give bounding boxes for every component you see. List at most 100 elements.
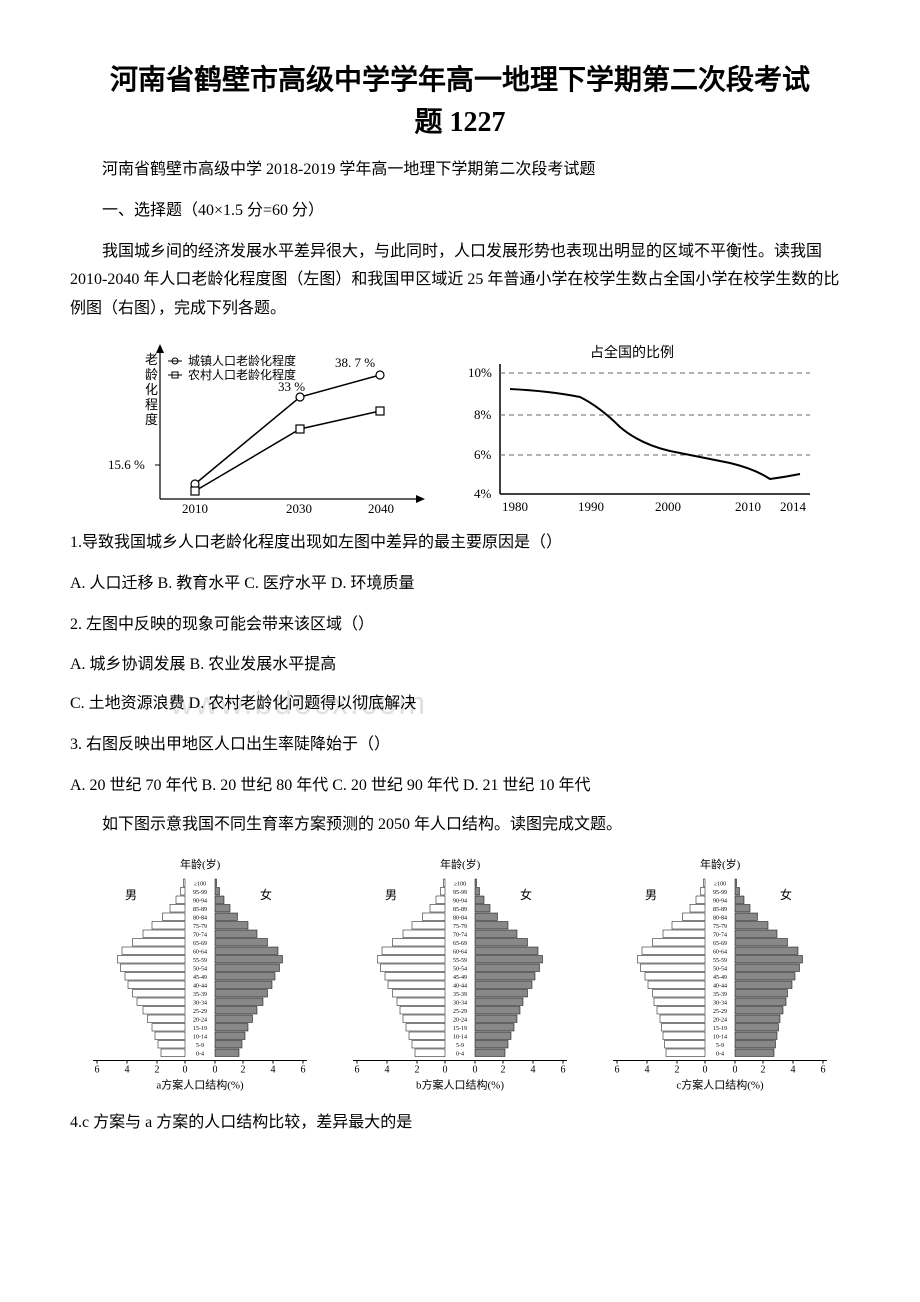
svg-text:35-39: 35-39 <box>713 992 727 998</box>
svg-text:a方案人口结构(%): a方案人口结构(%) <box>156 1078 244 1092</box>
chart2-title: 占全国的比例 <box>590 344 674 361</box>
xtick-2040: 2040 <box>368 501 394 514</box>
svg-text:40-44: 40-44 <box>193 984 207 990</box>
svg-text:2: 2 <box>155 1065 160 1076</box>
label-33: 33 % <box>278 379 305 394</box>
svg-text:85-89: 85-89 <box>453 907 467 913</box>
xtick-2010: 2010 <box>735 499 761 514</box>
svg-text:95-99: 95-99 <box>193 890 207 896</box>
pyramid-b: 年龄(岁)男女≥10095-9990-9485-8980-8475-7970-7… <box>335 854 585 1094</box>
svg-text:0: 0 <box>213 1065 218 1076</box>
svg-text:5-9: 5-9 <box>196 1043 204 1049</box>
svg-text:90-94: 90-94 <box>713 899 727 905</box>
svg-text:10-14: 10-14 <box>713 1035 727 1041</box>
svg-text:5-9: 5-9 <box>456 1043 464 1049</box>
legend-city: 城镇人口老龄化程度 <box>188 353 296 368</box>
svg-text:15-19: 15-19 <box>453 1026 467 1032</box>
svg-text:4: 4 <box>271 1065 276 1076</box>
svg-text:程: 程 <box>145 397 158 412</box>
svg-text:4: 4 <box>531 1065 536 1076</box>
label-387: 38. 7 % <box>335 355 375 370</box>
svg-text:45-49: 45-49 <box>453 975 467 981</box>
svg-text:10-14: 10-14 <box>193 1035 207 1041</box>
svg-text:60-64: 60-64 <box>713 950 727 956</box>
pyramid-intro: 如下图示意我国不同生育率方案预测的 2050 年人口结构。读图完成文题。 <box>70 811 850 840</box>
question-4: 4.c 方案与 a 方案的人口结构比较，差异最大的是 <box>70 1109 850 1138</box>
svg-text:女: 女 <box>520 887 532 902</box>
question-2-options-b: C. 土地资源浪费 D. 农村老龄化问题得以彻底解决 <box>70 690 850 719</box>
svg-text:45-49: 45-49 <box>713 975 727 981</box>
pyramid-c: 年龄(岁)男女≥10095-9990-9485-8980-8475-7970-7… <box>595 854 845 1094</box>
svg-text:0-4: 0-4 <box>196 1052 204 1058</box>
svg-text:95-99: 95-99 <box>713 890 727 896</box>
svg-text:15-19: 15-19 <box>713 1026 727 1032</box>
chart1-ylabel: 老 <box>145 352 158 367</box>
svg-text:50-54: 50-54 <box>453 967 467 973</box>
svg-text:6: 6 <box>561 1065 566 1076</box>
svg-text:95-99: 95-99 <box>453 890 467 896</box>
svg-text:c方案人口结构(%): c方案人口结构(%) <box>676 1078 764 1092</box>
svg-text:4: 4 <box>125 1065 130 1076</box>
question-3-options: A. 20 世纪 70 年代 B. 20 世纪 80 年代 C. 20 世纪 9… <box>70 772 850 801</box>
svg-text:50-54: 50-54 <box>713 967 727 973</box>
svg-text:度: 度 <box>145 412 158 427</box>
svg-text:年龄(岁): 年龄(岁) <box>440 857 481 871</box>
svg-text:20-24: 20-24 <box>453 1018 467 1024</box>
svg-text:60-64: 60-64 <box>453 950 467 956</box>
svg-text:男: 男 <box>125 888 137 902</box>
svg-text:40-44: 40-44 <box>453 984 467 990</box>
ytick-6: 6% <box>474 447 492 462</box>
svg-text:2: 2 <box>415 1065 420 1076</box>
svg-text:0: 0 <box>183 1065 188 1076</box>
svg-text:80-84: 80-84 <box>193 916 207 922</box>
svg-text:55-59: 55-59 <box>193 958 207 964</box>
xtick-2030: 2030 <box>286 501 312 514</box>
svg-text:4: 4 <box>385 1065 390 1076</box>
svg-text:b方案人口结构(%): b方案人口结构(%) <box>416 1078 504 1092</box>
xtick-1990: 1990 <box>578 499 604 514</box>
xtick-2010: 2010 <box>182 501 208 514</box>
svg-text:80-84: 80-84 <box>453 916 467 922</box>
svg-text:25-29: 25-29 <box>193 1009 207 1015</box>
svg-text:2: 2 <box>241 1065 246 1076</box>
svg-text:85-89: 85-89 <box>193 907 207 913</box>
chart-row-1: 老 龄 化 程 度 城镇人口老龄化程度 农村人口老龄化程度 38. 7 % 33… <box>70 339 850 514</box>
svg-text:年龄(岁): 年龄(岁) <box>180 857 221 871</box>
subtitle: 河南省鹤壁市高级中学 2018-2019 学年高一地理下学期第二次段考试题 <box>70 156 850 185</box>
pyramid-a: 年龄(岁)男女≥10095-9990-9485-8980-8475-7970-7… <box>75 854 325 1094</box>
title-line-1: 河南省鹤壁市高级中学学年高一地理下学期第二次段考试 <box>110 65 810 96</box>
svg-text:65-69: 65-69 <box>713 941 727 947</box>
xtick-1980: 1980 <box>502 499 528 514</box>
svg-text:4: 4 <box>645 1065 650 1076</box>
svg-text:25-29: 25-29 <box>713 1009 727 1015</box>
svg-text:75-79: 75-79 <box>193 924 207 930</box>
svg-text:25-29: 25-29 <box>453 1009 467 1015</box>
svg-text:0: 0 <box>443 1065 448 1076</box>
svg-text:80-84: 80-84 <box>713 916 727 922</box>
svg-text:男: 男 <box>385 888 397 902</box>
svg-text:55-59: 55-59 <box>453 958 467 964</box>
question-1: 1.导致我国城乡人口老龄化程度出现如左图中差异的最主要原因是（） <box>70 529 850 558</box>
svg-text:20-24: 20-24 <box>193 1018 207 1024</box>
title-line-2: 题 1227 <box>414 107 505 138</box>
svg-text:年龄(岁): 年龄(岁) <box>700 857 741 871</box>
svg-text:2: 2 <box>675 1065 680 1076</box>
svg-text:70-74: 70-74 <box>453 933 467 939</box>
intro-paragraph: 我国城乡间的经济发展水平差异很大，与此同时，人口发展形势也表现出明显的区域不平衡… <box>70 238 850 324</box>
svg-text:龄: 龄 <box>145 367 158 382</box>
svg-text:6: 6 <box>615 1065 620 1076</box>
svg-text:30-34: 30-34 <box>193 1001 207 1007</box>
svg-text:男: 男 <box>645 888 657 902</box>
ytick-8: 8% <box>474 407 492 422</box>
svg-text:65-69: 65-69 <box>193 941 207 947</box>
svg-text:化: 化 <box>145 382 158 397</box>
svg-text:15-19: 15-19 <box>193 1026 207 1032</box>
svg-text:0-4: 0-4 <box>456 1052 464 1058</box>
svg-text:85-89: 85-89 <box>713 907 727 913</box>
svg-text:0: 0 <box>733 1065 738 1076</box>
svg-text:≥100: ≥100 <box>714 882 726 888</box>
label-156: 15.6 % <box>108 457 145 472</box>
svg-text:70-74: 70-74 <box>713 933 727 939</box>
svg-text:30-34: 30-34 <box>453 1001 467 1007</box>
svg-text:6: 6 <box>301 1065 306 1076</box>
